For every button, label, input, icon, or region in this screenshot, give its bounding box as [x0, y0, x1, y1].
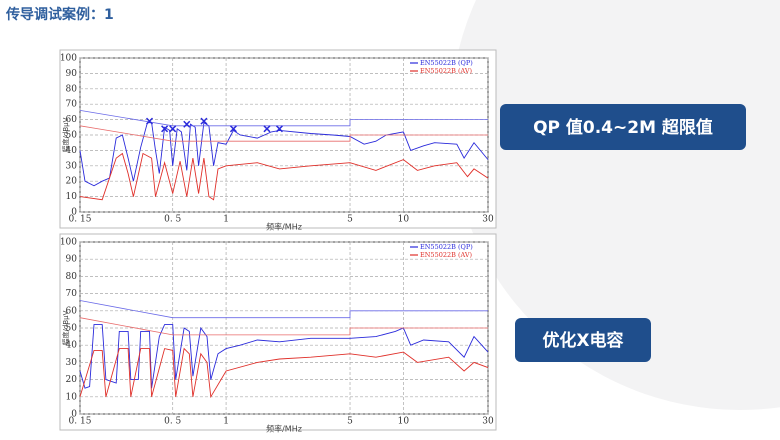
y-tick-label: 60: [66, 115, 78, 125]
callout: QP 值0.4~2M 超限值: [533, 117, 713, 138]
slide-title: 传导调试案例：1: [5, 6, 114, 23]
legend-label: EN55022B (AV): [420, 251, 473, 259]
series-line: [79, 125, 488, 142]
y-tick-label: 30: [66, 358, 78, 368]
y-tick-label: 80: [66, 84, 78, 94]
y-tick-label: 20: [66, 177, 78, 187]
series-line: [79, 121, 489, 187]
x-tick-label: 1: [223, 215, 229, 225]
y-axis-label: 幅度/dBμV: [61, 310, 70, 345]
y-tick-label: 0: [71, 410, 77, 420]
y-tick-label: 30: [66, 161, 78, 171]
y-axis-label: 幅度/dBμV: [61, 117, 70, 152]
y-tick-label: 80: [66, 272, 78, 282]
y-tick-label: 50: [66, 131, 78, 141]
legend-label: EN55022B (QP): [420, 243, 473, 251]
y-tick-label: 10: [66, 392, 78, 402]
x-tick-label: 10: [398, 215, 410, 225]
x-tick-label: 5: [347, 215, 353, 225]
series-line: [79, 110, 488, 127]
series-line: [79, 317, 488, 336]
x-tick-label: 30: [482, 215, 494, 225]
callout-box: [515, 318, 651, 362]
y-tick-label: 90: [66, 69, 78, 79]
y-tick-label: 0: [71, 208, 77, 218]
peak-marker: [229, 125, 237, 133]
y-tick-label: 40: [66, 146, 78, 156]
peak-marker: [200, 117, 208, 125]
callout-box: [500, 104, 746, 150]
y-tick-label: 40: [66, 341, 78, 351]
x-tick-label: 0. 5: [164, 215, 181, 225]
y-tick-label: 100: [60, 238, 77, 248]
y-tick-label: 10: [66, 192, 78, 202]
x-tick-label: 5: [347, 417, 353, 427]
y-tick-label: 70: [66, 289, 78, 299]
series-line: [79, 347, 489, 399]
peak-marker: [161, 125, 169, 133]
series-line: [79, 300, 488, 319]
x-tick-label: 1: [223, 417, 229, 427]
y-tick-label: 60: [66, 306, 78, 316]
x-axis-label: 频率/MHz: [266, 222, 302, 232]
x-tick-label: 10: [398, 417, 410, 427]
peak-marker: [275, 125, 283, 133]
callout: 优化X电容: [542, 330, 623, 351]
peak-marker: [183, 120, 191, 128]
legend-label: EN55022B (AV): [420, 67, 473, 75]
legend-label: EN55022B (QP): [420, 59, 473, 67]
x-tick-label: 0. 5: [164, 417, 181, 427]
x-tick-label: 30: [482, 417, 494, 427]
x-tick-label: 0. 15: [69, 215, 92, 225]
y-tick-label: 100: [60, 54, 77, 64]
series-line: [79, 324, 489, 389]
x-tick-label: 0. 15: [69, 417, 92, 427]
decor-circle: [450, 0, 780, 410]
x-axis-label: 频率/MHz: [266, 424, 302, 434]
y-tick-label: 50: [66, 324, 78, 334]
y-tick-label: 20: [66, 375, 78, 385]
y-tick-label: 70: [66, 100, 78, 110]
peak-marker: [145, 117, 154, 125]
peak-marker: [169, 125, 177, 133]
peak-marker: [263, 125, 271, 133]
series-line: [79, 152, 489, 201]
y-tick-label: 90: [66, 255, 78, 265]
